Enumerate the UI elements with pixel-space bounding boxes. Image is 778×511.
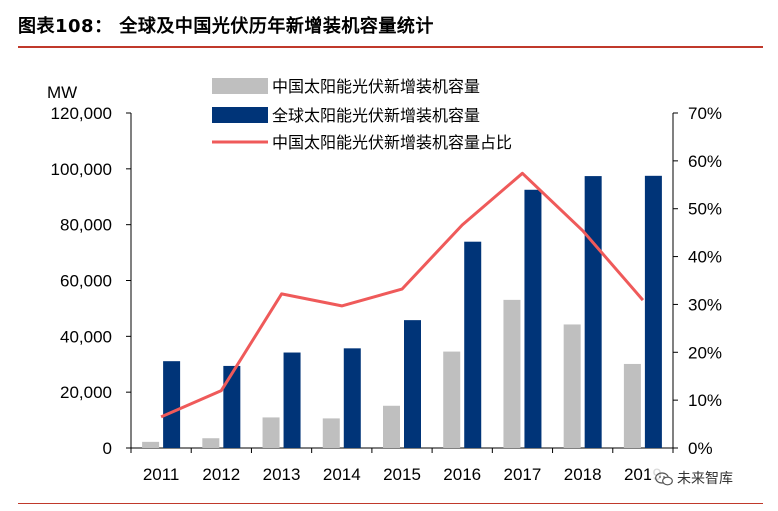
bar-global (404, 320, 421, 448)
legend-label: 中国太阳能光伏新增装机容量 (272, 77, 480, 96)
bar-global (584, 176, 602, 448)
bar-global (223, 365, 241, 448)
legend-label: 中国太阳能光伏新增装机容量占比 (272, 133, 512, 152)
x-tick-label: 2016 (443, 465, 481, 484)
x-tick-label: 2011 (143, 465, 180, 484)
watermark-text: 未来智库 (677, 471, 733, 487)
y-right-tick-label: 60% (688, 152, 722, 171)
watermark: 未来智库 (651, 467, 737, 489)
x-tick-label: 2015 (383, 465, 421, 484)
x-tick-label: 2012 (202, 465, 240, 484)
y-left-unit: MW (47, 83, 77, 102)
y-left-tick-label: 120,000 (51, 104, 112, 123)
bar-global (644, 175, 662, 448)
x-tick-label: 2017 (504, 465, 542, 484)
y-left-tick-label: 0 (103, 439, 112, 458)
bar-china (503, 299, 521, 448)
wechat-icon (655, 471, 673, 486)
x-tick-label: 2013 (263, 465, 301, 484)
y-right-tick-label: 0% (688, 439, 713, 458)
line-share (160, 171, 645, 419)
bar-china (142, 441, 160, 448)
bar-china (623, 363, 641, 448)
bar-global (283, 352, 301, 448)
y-left-tick-label: 60,000 (60, 272, 112, 291)
y-right-tick-label: 70% (688, 104, 722, 123)
y-right-tick-label: 50% (688, 200, 722, 219)
y-right-tick-label: 30% (688, 295, 722, 314)
y-left-tick-label: 40,000 (60, 327, 112, 346)
y-right-tick-label: 10% (688, 391, 722, 410)
y-right-tick-label: 20% (688, 343, 722, 362)
x-tick-label: 2018 (564, 465, 602, 484)
bottom-rule (18, 503, 763, 504)
bar-china (322, 418, 340, 448)
y-left-tick-label: 80,000 (60, 216, 112, 235)
y-left-tick-label: 20,000 (60, 383, 112, 402)
bar-china (443, 351, 461, 448)
bar-china (563, 324, 581, 448)
figure-header: 图表108： 全球及中国光伏历年新增装机容量统计 (0, 0, 778, 50)
x-tick-label: 2014 (323, 465, 361, 484)
y-right-tick-label: 40% (688, 248, 722, 267)
legend-swatch (212, 107, 268, 123)
legend-swatch (212, 78, 268, 94)
top-rule (18, 46, 763, 48)
bar-global (464, 241, 482, 448)
bar-china (262, 417, 280, 448)
bar-global (163, 361, 181, 448)
bar-china (383, 405, 400, 448)
y-left-tick-label: 100,000 (51, 160, 112, 179)
figure-title: 图表108： 全球及中国光伏历年新增装机容量统计 (18, 16, 434, 37)
bar-global (524, 189, 542, 449)
legend-label: 全球太阳能光伏新增装机容量 (272, 106, 480, 125)
bar-global (343, 348, 361, 448)
bar-china (202, 438, 220, 448)
